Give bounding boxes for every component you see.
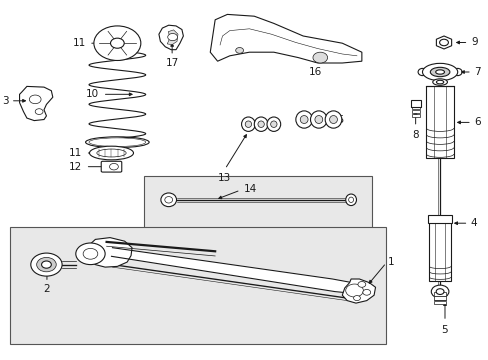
Ellipse shape (435, 80, 443, 84)
Polygon shape (20, 86, 53, 121)
Text: 6: 6 (473, 117, 480, 127)
Ellipse shape (89, 138, 145, 147)
Ellipse shape (429, 67, 449, 77)
Bar (411, 110, 419, 113)
Circle shape (35, 109, 43, 114)
Text: 7: 7 (473, 67, 480, 77)
Bar (410, 100, 420, 107)
Circle shape (353, 296, 360, 301)
Circle shape (110, 38, 124, 48)
Ellipse shape (258, 121, 264, 127)
Ellipse shape (245, 121, 251, 127)
Ellipse shape (314, 116, 322, 123)
Ellipse shape (329, 116, 337, 123)
Circle shape (37, 257, 56, 272)
Circle shape (109, 163, 118, 170)
FancyBboxPatch shape (101, 161, 122, 172)
Circle shape (439, 39, 447, 46)
Ellipse shape (270, 121, 276, 127)
Ellipse shape (85, 137, 149, 148)
Ellipse shape (161, 193, 176, 207)
Ellipse shape (435, 70, 444, 74)
Circle shape (167, 33, 177, 41)
Bar (433, 296, 445, 300)
Ellipse shape (417, 68, 426, 76)
Polygon shape (342, 279, 375, 303)
Polygon shape (167, 30, 178, 45)
Circle shape (312, 52, 327, 63)
Text: 16: 16 (308, 67, 322, 77)
Ellipse shape (97, 149, 126, 157)
Polygon shape (84, 238, 132, 267)
Bar (426, 86, 453, 158)
Ellipse shape (254, 117, 267, 131)
Circle shape (76, 243, 105, 265)
Text: 4: 4 (469, 218, 476, 228)
Bar (411, 103, 419, 106)
Polygon shape (159, 25, 183, 50)
Ellipse shape (266, 117, 280, 131)
Circle shape (29, 95, 41, 104)
Bar (411, 107, 419, 109)
Circle shape (430, 285, 448, 298)
Ellipse shape (300, 116, 307, 123)
Text: 15: 15 (331, 114, 344, 125)
Bar (411, 114, 419, 117)
Ellipse shape (310, 111, 326, 128)
Polygon shape (111, 248, 362, 293)
Text: 11: 11 (73, 38, 86, 48)
Polygon shape (210, 14, 361, 63)
Text: 1: 1 (387, 257, 394, 267)
Text: 8: 8 (411, 130, 418, 140)
Text: 5: 5 (441, 325, 447, 335)
Bar (427, 215, 451, 223)
Circle shape (235, 48, 243, 53)
Bar (433, 301, 445, 304)
Ellipse shape (452, 68, 461, 76)
Bar (144, 176, 371, 229)
Ellipse shape (345, 194, 356, 206)
Bar (433, 292, 445, 296)
Ellipse shape (325, 111, 341, 128)
Circle shape (94, 26, 141, 60)
Circle shape (345, 284, 363, 297)
Circle shape (435, 289, 443, 294)
Circle shape (41, 261, 51, 268)
Ellipse shape (432, 79, 447, 85)
Text: 14: 14 (243, 184, 256, 194)
Text: 13: 13 (217, 173, 230, 183)
Circle shape (31, 253, 62, 276)
Circle shape (357, 282, 365, 287)
Text: 11: 11 (69, 148, 82, 158)
Text: 17: 17 (165, 58, 179, 68)
Ellipse shape (164, 197, 172, 203)
Text: 9: 9 (470, 37, 477, 48)
Bar (10, 227, 386, 344)
Text: 2: 2 (43, 284, 50, 294)
Ellipse shape (422, 63, 457, 81)
Ellipse shape (241, 117, 255, 131)
Text: 10: 10 (86, 89, 99, 99)
Bar (428, 216, 450, 281)
Ellipse shape (295, 111, 312, 128)
Ellipse shape (89, 146, 133, 160)
Text: 12: 12 (69, 162, 82, 172)
Text: 3: 3 (2, 96, 9, 106)
Circle shape (362, 289, 370, 295)
Ellipse shape (348, 197, 353, 202)
Circle shape (83, 248, 98, 259)
